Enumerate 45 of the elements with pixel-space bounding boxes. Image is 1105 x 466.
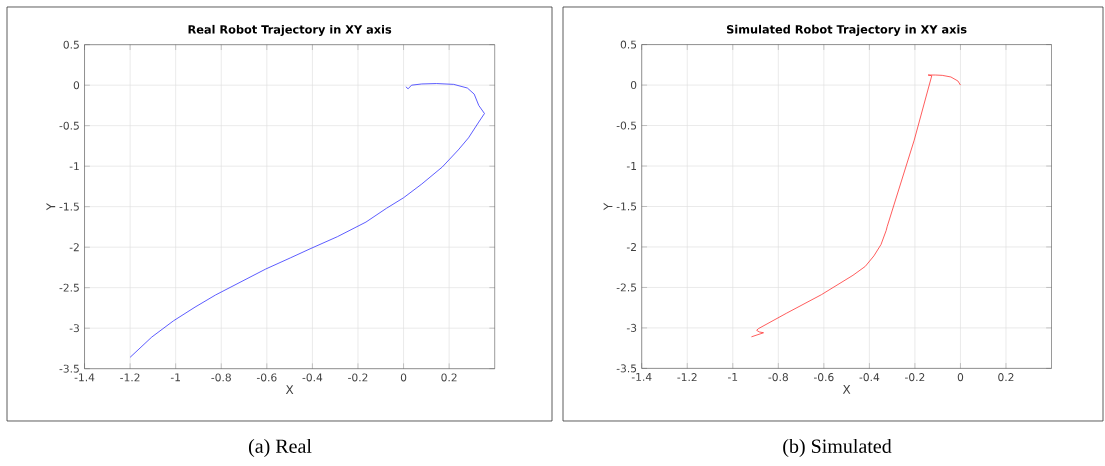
x-tick-label: -0.2: [905, 373, 925, 382]
x-tick-label: -0.8: [211, 373, 231, 382]
y-tick-label: -2.5: [616, 283, 637, 292]
x-tick-label: -0.8: [768, 373, 788, 382]
y-tick-label: -2: [626, 243, 636, 251]
y-tick-label: -3.5: [616, 364, 637, 373]
y-tick-label: -1: [69, 162, 79, 171]
y-tick-label: -0.5: [59, 121, 79, 130]
x-tick-label: -0.2: [348, 373, 368, 382]
x-tick-label: -1: [727, 373, 738, 381]
y-tick-label: 0.5: [620, 40, 637, 49]
y-tick-label: -2.5: [59, 283, 79, 292]
x-axis-title: X: [842, 384, 851, 394]
text: (b) Simulated: [783, 438, 892, 458]
y-tick-label: -1: [626, 162, 637, 170]
chart-title: Simulated Robot Trajectory in XY axis: [726, 24, 967, 36]
chart-title: Real Robot Trajectory in XY axis: [188, 24, 392, 36]
y-tick-label: -0.5: [616, 121, 637, 130]
x-tick-label: -0.4: [859, 373, 880, 382]
y-tick-label: -2: [69, 243, 79, 252]
x-tick-label: 0: [400, 373, 407, 382]
y-tick-label: -3: [626, 323, 637, 332]
x-tick-label: 0.2: [998, 373, 1014, 382]
line-series: [751, 74, 961, 338]
y-axis-title: Y: [46, 202, 56, 211]
x-tick-label: 0: [957, 373, 964, 382]
y-tick-label: -3.5: [59, 364, 79, 373]
text: (a) Real: [248, 438, 312, 458]
x-tick-label: -0.4: [302, 373, 323, 382]
x-tick-label: -1: [170, 373, 180, 382]
y-tick-label: 0: [73, 81, 80, 90]
x-axis-title: X: [285, 385, 294, 395]
x-tick-label: -1.4: [74, 373, 95, 382]
y-tick-label: 0.5: [63, 40, 79, 49]
y-tick-label: -1.5: [616, 202, 637, 211]
y-tick-label: 0: [630, 81, 637, 90]
x-tick-label: -1.2: [677, 373, 697, 382]
x-tick-label: 0.2: [441, 373, 457, 382]
y-tick-label: -1.5: [59, 202, 79, 211]
x-tick-label: -1.2: [120, 373, 140, 382]
y-axis-title: Y: [603, 202, 613, 211]
x-tick-label: -1.4: [631, 373, 652, 381]
y-tick-label: -3: [69, 324, 79, 333]
x-tick-label: -0.6: [813, 373, 834, 382]
x-tick-label: -0.6: [256, 373, 277, 382]
